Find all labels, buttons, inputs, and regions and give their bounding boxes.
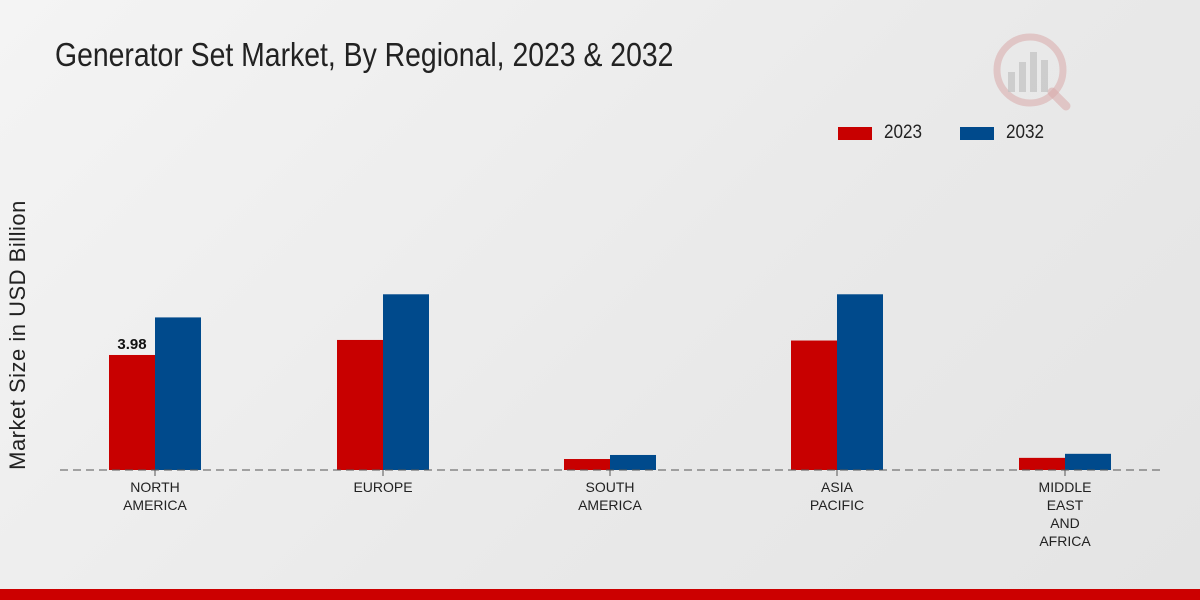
- legend-item-2023: 2023: [838, 122, 926, 144]
- bar-2032-middle-east-and-africa: [1065, 453, 1111, 470]
- bar-2032-europe: [383, 294, 429, 470]
- legend-item-2032: 2032: [960, 122, 1048, 144]
- x-tick-label-middle-east-and-africa: MIDDLE EAST AND AFRICA: [1039, 479, 1092, 549]
- x-tick-label-asia-pacific: ASIA PACIFIC: [810, 479, 864, 513]
- legend: 2023 2032: [838, 122, 1083, 144]
- bar-2023-south-america: [564, 459, 610, 470]
- legend-swatch-2032: [960, 126, 995, 140]
- chart-title: Generator Set Market, By Regional, 2023 …: [55, 36, 674, 73]
- x-tick-label-north-america: NORTH AMERICA: [123, 479, 187, 513]
- legend-swatch-2023: [838, 126, 872, 140]
- legend-label-2023: 2023: [884, 122, 923, 143]
- data-label: 3.98: [117, 336, 146, 353]
- bar-2032-north-america: [155, 317, 201, 470]
- x-tick-label-europe: EUROPE: [353, 479, 412, 495]
- bar-2023-europe: [337, 339, 383, 470]
- bar-2023-north-america: [109, 354, 155, 470]
- watermark-logo-icon: [993, 33, 1071, 111]
- bar-2023-middle-east-and-africa: [1019, 457, 1065, 470]
- x-tick-label-south-america: SOUTH AMERICA: [578, 479, 642, 513]
- bar-2023-asia-pacific: [791, 340, 837, 470]
- bar-2032-asia-pacific: [837, 294, 883, 470]
- bottom-accent-bar: [0, 589, 1200, 600]
- legend-label-2032: 2032: [1006, 122, 1045, 143]
- bar-2032-south-america: [610, 454, 656, 470]
